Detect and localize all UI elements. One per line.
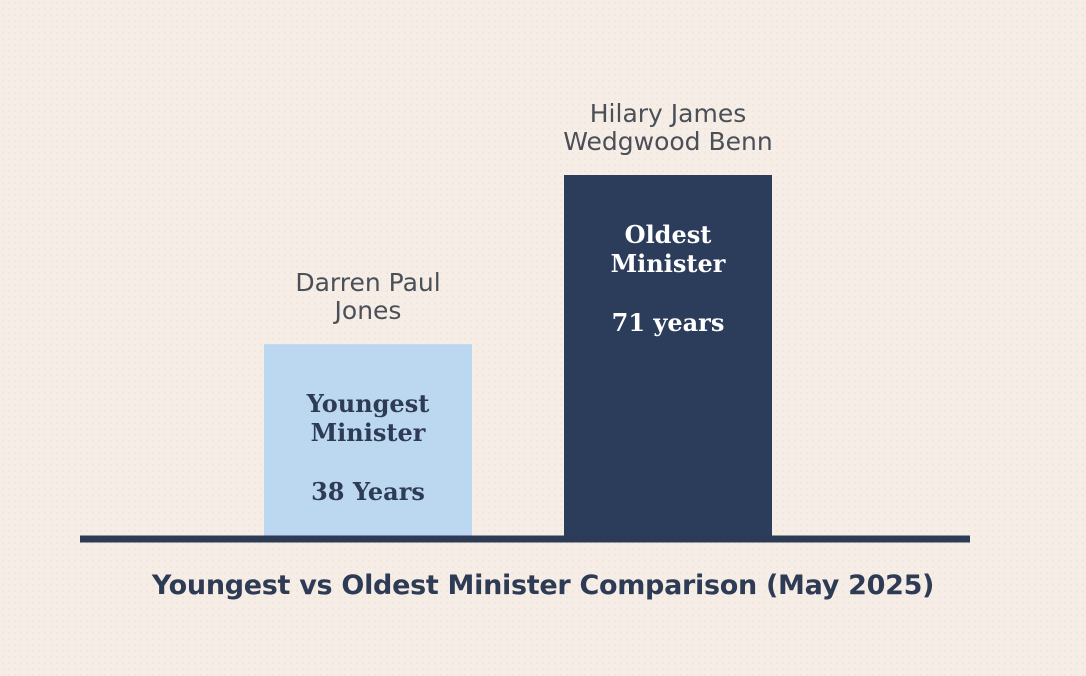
- category-label: Darren Paul: [295, 268, 440, 297]
- bar-value-label: 38 Years: [311, 477, 425, 506]
- category-label: Wedgwood Benn: [563, 127, 772, 156]
- bars-layer: [264, 175, 772, 539]
- category-label: Jones: [333, 296, 402, 325]
- bar-label: Oldest: [625, 220, 712, 249]
- bar-label: Minister: [611, 249, 726, 278]
- bar-youngest: [264, 344, 472, 539]
- category-label: Hilary James: [590, 99, 746, 128]
- bar-value-label: 71 years: [612, 308, 725, 337]
- chart-title: Youngest vs Oldest Minister Comparison (…: [151, 570, 935, 601]
- bar-oldest: [564, 175, 772, 539]
- bar-label: Youngest: [306, 389, 430, 418]
- bar-label: Minister: [311, 418, 426, 447]
